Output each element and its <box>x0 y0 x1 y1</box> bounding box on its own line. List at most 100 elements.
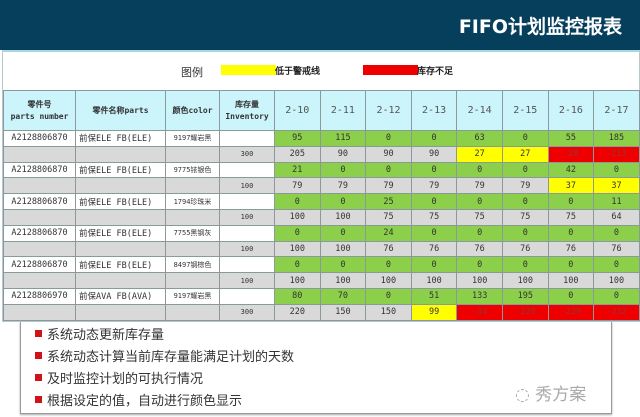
header-date: 2-16 <box>547 90 595 131</box>
stock-cell: 75 <box>410 208 458 226</box>
inventory-cell: 100 <box>219 177 275 195</box>
inventory-cell: 100 <box>219 208 275 226</box>
note-item: 系统动态更新库存量 <box>35 324 164 343</box>
plan-cell: 0 <box>410 161 458 179</box>
plan-cell: 0 <box>547 193 595 210</box>
fifo-report-sheet: 图例 低于警戒线 库存不足 零件号 parts number 零件名称parts… <box>2 50 640 322</box>
stock-cell: 100 <box>593 272 640 289</box>
plan-cell: 0 <box>456 193 503 210</box>
plan-cell: 80 <box>274 287 321 305</box>
table-row-plan: A2128806870 前保ELE FB(ELE) 7755黑钢灰 0 0 24 0 0 0 0 0 <box>3 224 640 242</box>
plan-cell: 0 <box>456 161 503 179</box>
plan-cell: 70 <box>319 287 367 305</box>
empty-cell <box>3 208 76 226</box>
part-name-cell: 前保ELE FB(ELE) <box>75 193 166 210</box>
stock-cell: 100 <box>456 272 503 289</box>
plan-cell: 0 <box>501 256 549 274</box>
stock-cell: 75 <box>365 208 412 226</box>
plan-cell: 55 <box>547 130 595 147</box>
stock-cell: 150 <box>319 303 367 321</box>
empty-cell <box>165 208 220 226</box>
stock-cell: 76 <box>501 240 549 258</box>
part-name-cell: 前保AVA FB(AVA) <box>75 287 166 305</box>
stock-cell: 100 <box>319 208 367 226</box>
stock-cell: 150 <box>365 303 412 321</box>
stock-cell: 76 <box>593 240 640 258</box>
bullet-icon <box>35 396 42 403</box>
stock-cell: 99 <box>410 303 458 321</box>
table-row-stock: 100 100 100 75 75 75 75 75 64 <box>3 208 640 226</box>
color-cell: 9197耀岩黑 <box>165 130 220 147</box>
stock-cell: 79 <box>365 177 412 195</box>
plan-cell: 0 <box>501 224 549 242</box>
plan-cell: 0 <box>501 161 549 179</box>
stock-cell: 79 <box>319 177 367 195</box>
stock-cell: 100 <box>274 208 321 226</box>
plan-cell: 0 <box>410 193 458 210</box>
inventory-cell: 100 <box>219 240 275 258</box>
color-cell: 1794珍珠米 <box>165 193 220 210</box>
table-row-stock: 100 100 100 76 76 76 76 76 76 <box>3 240 640 258</box>
stock-cell: 90 <box>319 145 367 163</box>
part-number-cell: A2128806970 <box>3 287 76 305</box>
legend-swatch-shortage <box>363 65 418 75</box>
stock-cell: 27 <box>501 145 549 163</box>
plan-cell: 0 <box>365 287 412 305</box>
part-number-cell: A2128806870 <box>3 256 76 274</box>
stock-cell: 100 <box>274 240 321 258</box>
part-number-cell: A2128806870 <box>3 193 76 210</box>
plan-cell: 0 <box>501 193 549 210</box>
empty-cell <box>3 272 76 289</box>
stock-cell: 76 <box>547 240 595 258</box>
inventory-cell: 300 <box>219 145 275 163</box>
part-number-cell: A2128806870 <box>3 130 76 147</box>
plan-cell: 0 <box>547 256 595 274</box>
legend-text-warning: 低于警戒线 <box>275 67 321 77</box>
inventory-cell-empty <box>219 193 275 210</box>
color-cell: 9197耀岩黑 <box>165 287 220 305</box>
legend-label: 图例 <box>181 66 203 79</box>
stock-cell: 100 <box>501 272 549 289</box>
empty-cell <box>165 145 220 163</box>
empty-cell <box>75 177 166 195</box>
empty-cell <box>165 303 220 321</box>
table-row-stock: 100 79 79 79 79 79 79 37 37 <box>3 177 640 195</box>
stock-cell: 220 <box>274 303 321 321</box>
stock-cell: -229 <box>501 303 549 321</box>
header-part-name: 零件名称parts <box>75 90 166 131</box>
header-date: 2-13 <box>410 90 458 131</box>
watermark: ◌ 秀方案 <box>515 380 586 405</box>
plan-cell: 195 <box>501 287 549 305</box>
bullet-icon <box>35 374 42 381</box>
inventory-cell-empty <box>219 161 275 179</box>
part-name-cell: 前保ELE FB(ELE) <box>75 161 166 179</box>
empty-cell <box>75 240 166 258</box>
plan-cell: 25 <box>365 193 412 210</box>
stock-cell: -232 <box>593 303 640 321</box>
empty-cell <box>3 303 76 321</box>
stock-cell: 75 <box>456 208 503 226</box>
fifo-table: 零件号 parts number 零件名称parts 颜色color 库存量 I… <box>3 90 640 321</box>
empty-cell <box>75 272 166 289</box>
wechat-icon: ◌ <box>515 385 536 405</box>
title-bar: FIFO计划监控报表 <box>0 0 640 50</box>
plan-cell: 0 <box>365 161 412 179</box>
plan-cell: 115 <box>319 130 367 147</box>
empty-cell <box>3 240 76 258</box>
table-row-stock: 300 220 150 150 99 -34 -229 -229 -232 <box>3 303 640 321</box>
stock-cell: 79 <box>410 177 458 195</box>
note-text: 根据设定的值，自动进行颜色显示 <box>47 394 243 409</box>
stock-cell: 90 <box>410 145 458 163</box>
plan-cell: 0 <box>593 287 640 305</box>
header-date: 2-15 <box>501 90 549 131</box>
color-cell: 9775铱银色 <box>165 161 220 179</box>
plan-cell: 11 <box>593 193 640 210</box>
stock-cell: -34 <box>456 303 503 321</box>
table-row-stock: 100 100 100 100 100 100 100 100 100 <box>3 272 640 289</box>
plan-cell: 0 <box>410 224 458 242</box>
stock-cell: 100 <box>365 272 412 289</box>
header-part-number: 零件号 parts number <box>3 90 76 131</box>
stock-cell: 76 <box>365 240 412 258</box>
stock-cell: 100 <box>547 272 595 289</box>
plan-cell: 133 <box>456 287 503 305</box>
